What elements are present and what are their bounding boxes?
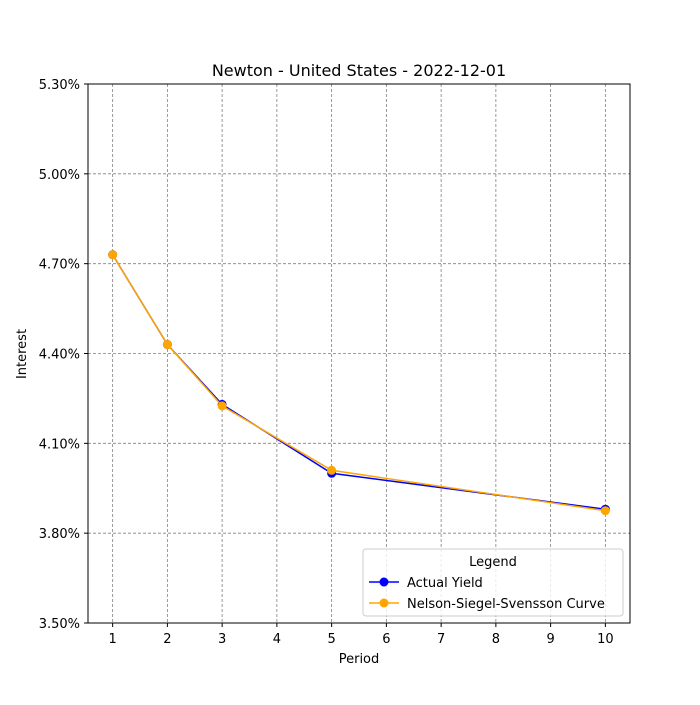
y-tick-label: 5.00% — [39, 168, 80, 183]
x-tick-label: 8 — [492, 632, 500, 647]
x-tick-label: 2 — [163, 632, 171, 647]
x-tick-label: 10 — [597, 632, 614, 647]
chart-title: Newton - United States - 2022-12-01 — [212, 61, 506, 80]
y-tick-label: 4.40% — [39, 348, 80, 363]
y-tick-label: 3.80% — [39, 527, 80, 542]
y-tick-label: 3.50% — [39, 617, 80, 632]
legend: Legend Actual Yield Nelson-Siegel-Svenss… — [362, 548, 624, 617]
x-tick-label: 4 — [273, 632, 281, 647]
data-point-nelson-siegel-svensson-curve — [600, 506, 610, 516]
x-axis-ticks: 1 2 3 4 5 6 7 8 9 10 — [108, 623, 614, 647]
x-tick-label: 1 — [108, 632, 116, 647]
data-point-nelson-siegel-svensson-curve — [327, 465, 337, 475]
x-tick-label: 6 — [382, 632, 390, 647]
y-axis-ticks: 3.50% 3.80% 4.10% 4.40% 4.70% 5.00% 5.30% — [39, 78, 88, 632]
y-tick-label: 5.30% — [39, 78, 80, 93]
x-tick-label: 9 — [546, 632, 554, 647]
y-axis-label: Interest — [15, 329, 30, 379]
x-tick-label: 7 — [437, 632, 445, 647]
data-point-nelson-siegel-svensson-curve — [162, 340, 172, 350]
data-point-nelson-siegel-svensson-curve — [108, 250, 118, 260]
y-tick-label: 4.70% — [39, 258, 80, 273]
legend-marker-nss-curve — [379, 598, 389, 608]
x-tick-label: 5 — [327, 632, 335, 647]
series-group — [108, 250, 610, 516]
y-tick-label: 4.10% — [39, 437, 80, 452]
legend-frame — [362, 548, 624, 617]
legend-label-actual-yield: Actual Yield — [407, 576, 483, 591]
legend-marker-actual-yield — [379, 577, 389, 587]
legend-title: Legend — [469, 555, 517, 570]
x-axis-label: Period — [339, 652, 380, 667]
data-point-nelson-siegel-svensson-curve — [217, 401, 227, 411]
x-tick-label: 3 — [218, 632, 226, 647]
legend-label-nss-curve: Nelson-Siegel-Svensson Curve — [407, 597, 605, 612]
